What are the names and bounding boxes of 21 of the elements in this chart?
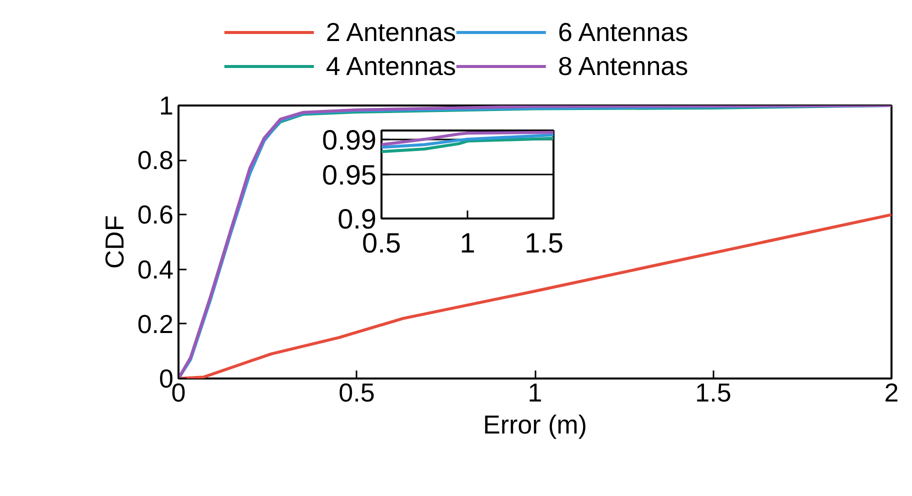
x-tick-label: 1.5: [524, 228, 564, 258]
x-tick-label: 1: [460, 228, 476, 258]
y-tick-label: 0.95: [322, 160, 377, 190]
y-axis-title: CDF: [99, 215, 130, 269]
line-series: [382, 136, 554, 154]
x-axis-title: Error (m): [483, 410, 587, 440]
x-tick-label: 1: [528, 378, 542, 408]
x-tick-label: 2: [884, 378, 899, 408]
y-tick-label: 0.8: [137, 145, 174, 176]
x-tick-label: 1.5: [695, 378, 732, 408]
legend-label: 8 Antennas: [558, 50, 688, 82]
y-tick-label: 0.99: [322, 124, 377, 156]
y-tick-label: 0.4: [137, 254, 174, 284]
legend-label: 4 Antennas: [326, 50, 456, 82]
x-tick-label: 0.5: [338, 378, 375, 408]
legend-label: 6 Antennas: [558, 16, 688, 48]
y-tick-label: 0.6: [137, 200, 174, 230]
y-tick-label: 0.2: [137, 308, 174, 339]
y-tick-label: 1: [159, 90, 174, 120]
line-series: [178, 106, 892, 378]
legend-label: 2 Antennas: [326, 16, 456, 48]
